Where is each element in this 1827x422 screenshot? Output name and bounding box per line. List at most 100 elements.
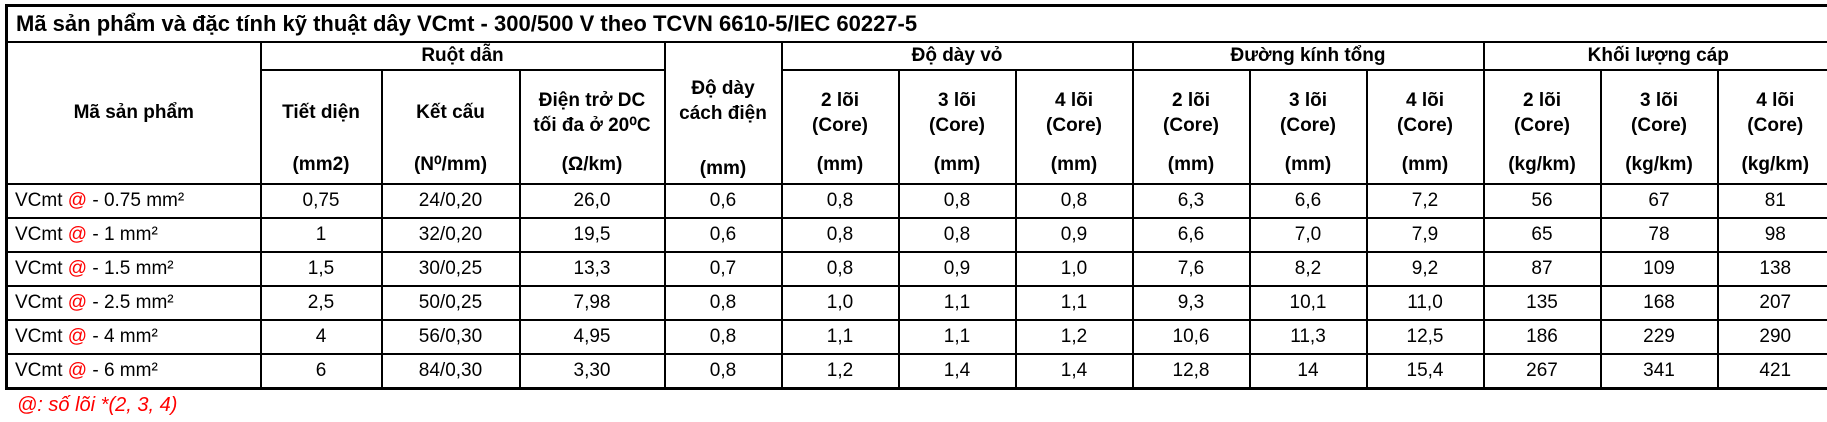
value-cell: 15,4 (1365, 353, 1485, 390)
value-cell: 0,9 (1014, 217, 1134, 253)
col-header-label: 4 lõi (1756, 89, 1795, 111)
value-cell: 50/0,25 (380, 285, 521, 321)
value-cell: 14 (1248, 353, 1368, 390)
product-code-prefix: VCmt (15, 224, 68, 245)
col-header-weight-4core: 4 lõi (Core) (kg/km) (1716, 69, 1827, 185)
col-header-unit: (mm) (1284, 154, 1332, 175)
value-cell: 7,6 (1131, 251, 1251, 287)
value-cell: 12,8 (1131, 353, 1251, 390)
value-cell: 0,9 (897, 251, 1017, 287)
product-code-prefix: VCmt (15, 326, 68, 347)
value-cell: 56 (1482, 183, 1602, 219)
value-cell: 67 (1599, 183, 1719, 219)
value-cell: 8,2 (1248, 251, 1368, 287)
value-cell: 186 (1482, 319, 1602, 355)
value-cell: 6,3 (1131, 183, 1251, 219)
col-header-diameter-2core: 2 lõi (Core) (mm) (1131, 69, 1251, 185)
value-cell: 0,8 (663, 319, 783, 355)
value-cell: 1,2 (780, 353, 900, 390)
table-row: VCmt @ - 4 mm² 4 56/0,30 4,95 0,8 1,1 1,1 1,2 10… (5, 319, 1827, 355)
value-cell: 0,8 (897, 217, 1017, 253)
value-cell: 9,2 (1365, 251, 1485, 287)
value-cell: 0,8 (780, 217, 900, 253)
value-cell: 7,2 (1365, 183, 1485, 219)
value-cell: 341 (1599, 353, 1719, 390)
value-cell: 138 (1716, 251, 1827, 287)
group-header-overall-diameter: Đường kính tổng (1131, 41, 1485, 71)
product-code-cell: VCmt @ - 2.5 mm² (5, 285, 262, 321)
table-title: Mã sản phẩm và đặc tính kỹ thuật dây VCm… (5, 4, 1827, 43)
value-cell: 81 (1716, 183, 1827, 219)
table-row: VCmt @ - 1 mm² 1 32/0,20 19,5 0,6 0,8 0,8 0,9 6,… (5, 217, 1827, 253)
value-cell: 7,9 (1365, 217, 1485, 253)
title-row: Mã sản phẩm và đặc tính kỹ thuật dây VCm… (5, 4, 1827, 43)
value-cell: 4 (259, 319, 383, 355)
core-count-placeholder: @ (67, 258, 88, 279)
value-cell: 26,0 (518, 183, 666, 219)
col-header-label2: (Core) (1163, 114, 1219, 136)
product-code-suffix: - 6 mm² (87, 360, 158, 381)
product-code-prefix: VCmt (15, 292, 68, 313)
col-header-label: 2 lõi (1171, 89, 1210, 111)
insulation-header-line1: Độ dày (691, 77, 755, 99)
value-cell: 1,2 (1014, 319, 1134, 355)
col-header-label2: (Core) (1747, 114, 1804, 136)
value-cell: 6 (259, 353, 383, 390)
col-header-unit: (kg/km) (1508, 154, 1576, 175)
col-header-label2: (Core) (1631, 114, 1687, 136)
product-code-prefix: VCmt (15, 190, 68, 211)
col-header-sheath-2core: 2 lõi (Core) (mm) (780, 69, 900, 185)
value-cell: 0,7 (663, 251, 783, 287)
product-code-header: Mã sản phẩm (5, 41, 262, 185)
value-cell: 12,5 (1365, 319, 1485, 355)
sub-header-row: Tiết diện (mm2) Kết cấu (N⁰/mm) Điện trở… (7, 69, 1827, 185)
col-header-cross-section: Tiết diện (mm2) (259, 69, 383, 185)
value-cell: 1,4 (897, 353, 1017, 390)
value-cell: 1,0 (1014, 251, 1134, 287)
value-cell: 421 (1716, 353, 1827, 390)
col-header-unit: (mm) (1167, 154, 1215, 175)
table-body: VCmt @ - 0.75 mm² 0,75 24/0,20 26,0 0,6 0,8 0,… (5, 183, 1827, 390)
col-header-unit: (kg/km) (1741, 154, 1810, 175)
value-cell: 0,8 (897, 183, 1017, 219)
value-cell: 0,8 (663, 285, 783, 321)
group-header-row: Mã sản phẩm Ruột dẫn Độ dày cách điện (m… (5, 41, 1827, 185)
value-cell: 2,5 (259, 285, 383, 321)
value-cell: 4,95 (518, 319, 666, 355)
value-cell: 65 (1482, 217, 1602, 253)
col-header-weight-3core: 3 lõi (Core) (kg/km) (1599, 69, 1719, 185)
value-cell: 1,4 (1014, 353, 1134, 390)
col-header-unit: (mm) (816, 154, 864, 175)
value-cell: 10,6 (1131, 319, 1251, 355)
value-cell: 1,1 (1014, 285, 1134, 321)
col-header-unit: (mm) (1401, 154, 1449, 175)
col-header-label2: (Core) (812, 114, 868, 136)
value-cell: 6,6 (1248, 183, 1368, 219)
insulation-header-unit: (mm) (699, 158, 747, 179)
col-header-sheath-3core: 3 lõi (Core) (mm) (897, 69, 1017, 185)
product-code-prefix: VCmt (15, 258, 68, 279)
col-header-label2: (Core) (1280, 114, 1336, 136)
insulation-thickness-header: Độ dày cách điện (mm) (663, 41, 783, 185)
value-cell: 1,1 (897, 285, 1017, 321)
col-header-label2: (Core) (929, 114, 985, 136)
group-header-sheath-thickness: Độ dày vỏ (780, 41, 1134, 71)
col-header-unit: (mm) (933, 154, 981, 175)
group-header-conductor: Ruột dẫn (259, 41, 666, 71)
col-header-label2: (Core) (1397, 114, 1453, 136)
col-header-label: 2 lõi (820, 89, 859, 111)
value-cell: 1 (259, 217, 383, 253)
col-header-label: 3 lõi (937, 89, 976, 111)
spec-table: Mã sản phẩm và đặc tính kỹ thuật dây VCm… (5, 4, 1827, 390)
value-cell: 3,30 (518, 353, 666, 390)
value-cell: 1,1 (897, 319, 1017, 355)
value-cell: 267 (1482, 353, 1602, 390)
value-cell: 109 (1599, 251, 1719, 287)
value-cell: 9,3 (1131, 285, 1251, 321)
col-header-construction: Kết cấu (N⁰/mm) (380, 69, 521, 185)
value-cell: 7,98 (518, 285, 666, 321)
col-header-dc-resistance: Điện trở DC tối đa ở 20⁰C (Ω/km) (518, 69, 666, 185)
product-code-cell: VCmt @ - 1.5 mm² (5, 251, 262, 287)
core-count-placeholder: @ (67, 326, 88, 347)
product-code-prefix: VCmt (15, 360, 68, 381)
